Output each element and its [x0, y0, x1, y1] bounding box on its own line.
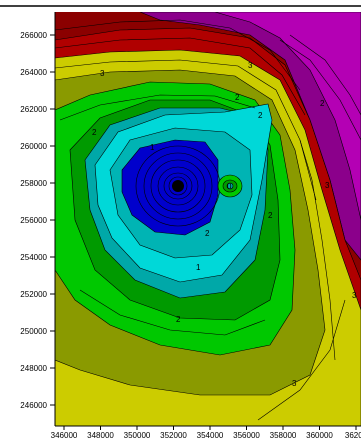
x-tick-label: 354000	[197, 431, 224, 440]
y-tick-label: 252000	[20, 290, 47, 299]
contour-line	[257, 299, 346, 421]
y-axis-ticks: 266000 264000 262000 260000 258000 256000 2540…	[20, 31, 55, 410]
contour-label: 2	[320, 99, 325, 108]
contour-label: 2	[258, 111, 263, 120]
x-tick-label: 360000	[306, 431, 333, 440]
y-tick-label: 248000	[20, 364, 47, 373]
y-tick-label: 260000	[20, 142, 47, 151]
contour-label: 2	[268, 211, 273, 220]
contour-line	[55, 37, 306, 116]
contour-label: 2	[205, 229, 210, 238]
plot-area	[55, 12, 361, 426]
y-tick-label: 256000	[20, 216, 47, 225]
x-tick-label: 346000	[51, 431, 78, 440]
y-tick-label: 264000	[20, 68, 47, 77]
contour-line	[279, 39, 361, 141]
fill-light-magenta	[214, 12, 361, 221]
y-tick-label: 250000	[20, 327, 47, 336]
x-tick-label: 358000	[270, 431, 297, 440]
contour-line	[289, 34, 361, 116]
contour-label: 2	[92, 128, 97, 137]
contour-ring	[150, 159, 206, 213]
contour-ring	[163, 172, 193, 200]
contour-labels: 3 3 2 2 2 2 2 3 3 2 3 1 2 1 0	[92, 61, 357, 388]
contour-label: 3	[292, 379, 297, 388]
x-tick-label: 348000	[87, 431, 114, 440]
contour-label: 3	[100, 69, 105, 78]
x-tick-label: 356000	[233, 431, 260, 440]
contour-label: 3	[248, 61, 253, 70]
contour-ring	[143, 152, 213, 220]
y-tick-label: 266000	[20, 31, 47, 40]
fill-blue	[121, 139, 219, 236]
well-center	[172, 180, 184, 192]
x-axis-ticks: 346000 348000 350000 352000 354000 356000 3580…	[51, 426, 361, 440]
y-tick-label: 254000	[20, 253, 47, 262]
contour-label: 1	[196, 263, 201, 272]
contour-ring	[157, 166, 199, 206]
x-tick-label: 350000	[124, 431, 151, 440]
contour-line	[299, 139, 336, 361]
contour-line	[59, 94, 256, 121]
contour-label: 3	[352, 291, 357, 300]
y-tick-label: 262000	[20, 105, 47, 114]
contour-label: 3	[325, 181, 330, 190]
x-tick-label: 36200	[345, 431, 361, 440]
contour-ring	[168, 176, 188, 196]
contour-label: 2	[235, 93, 240, 102]
y-tick-label: 258000	[20, 179, 47, 188]
contour-label: 1	[150, 143, 155, 152]
contour-line	[79, 289, 266, 336]
contour-label: 2	[176, 315, 181, 324]
contour-label: 0	[227, 182, 232, 191]
secondary-well-core	[226, 182, 234, 190]
y-tick-label: 246000	[20, 401, 47, 410]
contour-line	[55, 19, 301, 91]
x-tick-label: 352000	[160, 431, 187, 440]
